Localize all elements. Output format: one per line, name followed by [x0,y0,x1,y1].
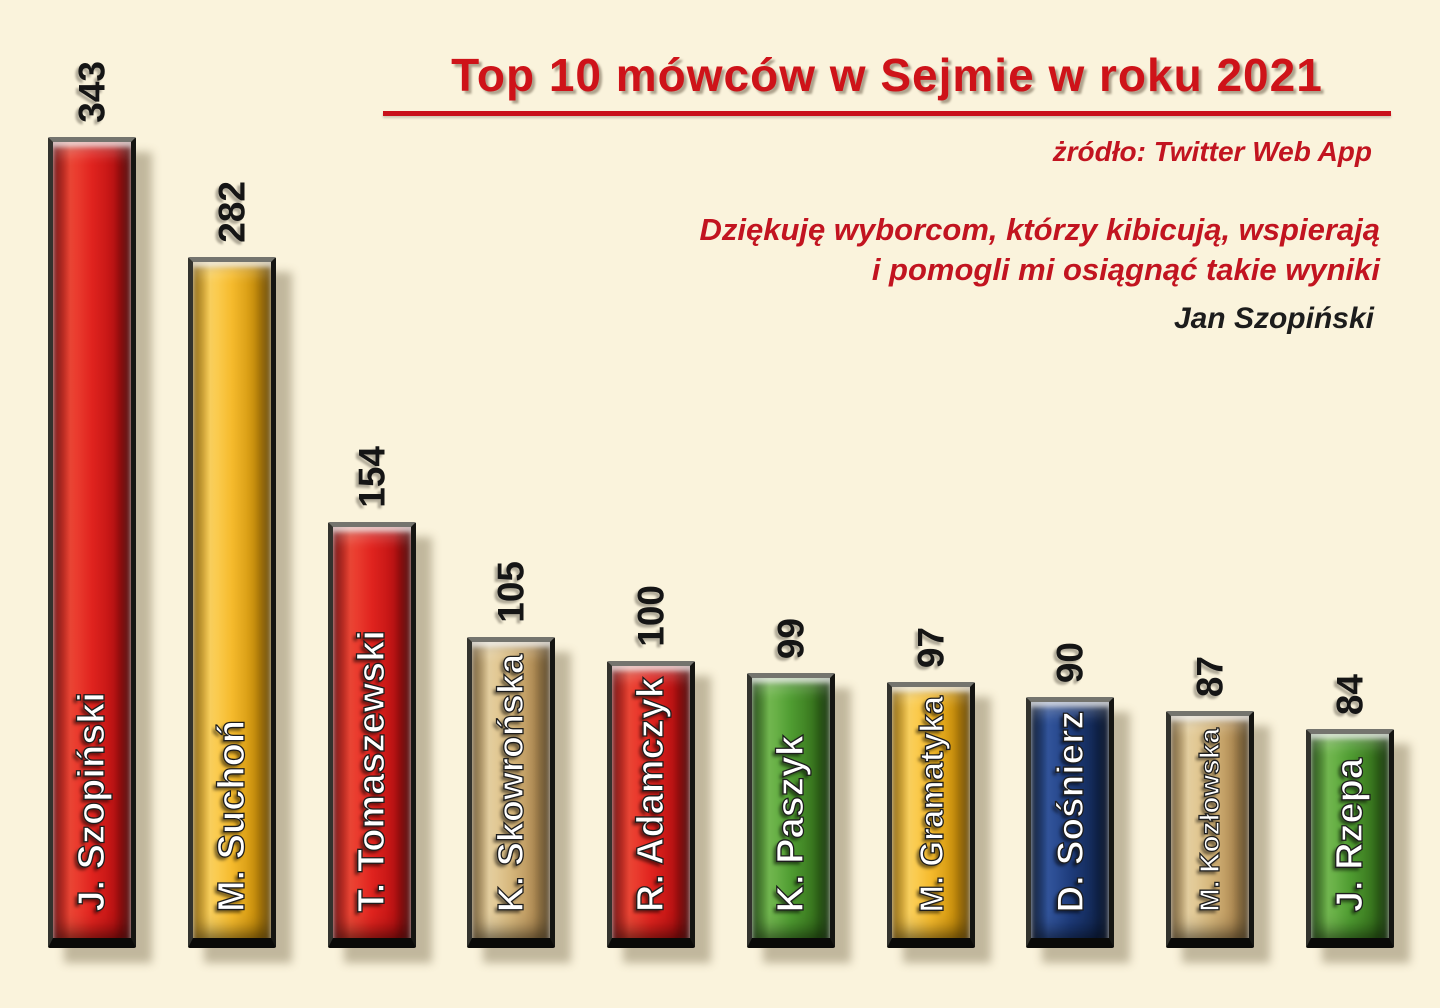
bar-name-label: M. Gramatyka [912,695,950,913]
bar-value-label: 87 [1189,655,1231,697]
bar-rect: M. Suchoń [188,257,276,948]
title-block: Top 10 mówców w Sejmie w roku 2021 [383,48,1391,116]
bar: 282 M. Suchoń [188,181,276,948]
bar-rect: K. Paszyk [747,673,835,948]
quote-line-1: Dziękuję wyborcom, którzy kibicują, wspi… [699,212,1380,247]
bar-value-label: 282 [211,181,253,243]
bar-value-label: 97 [910,626,952,668]
bar-rect: J. Rzepa [1306,729,1394,948]
bar: 154 T. Tomaszewski [328,446,416,948]
bar-rect: D. Sośnierz [1026,697,1114,948]
bar-rect: T. Tomaszewski [328,522,416,948]
bar-rect: K. Skowrońska [467,637,555,948]
bar-name-label: R. Adamczyk [629,676,672,912]
bar-rect: J. Szopiński [48,137,136,948]
quote-text: Dziękuję wyborcom, którzy kibicują, wspi… [699,210,1380,289]
bar: 105 K. Skowrońska [467,561,555,948]
quote-attribution: Jan Szopiński [1173,302,1374,335]
bar-value-label: 343 [71,61,113,123]
bar-rect: R. Adamczyk [607,661,695,948]
bar-name-label: M. Kozłowska [1193,728,1225,913]
bar-value-label: 105 [490,561,532,623]
bar-rect: M. Gramatyka [887,682,975,948]
bar-name-label: D. Sośnierz [1049,710,1091,913]
source-caption: żródło: Twitter Web App [1052,136,1372,167]
bar-value-label: 99 [770,617,812,659]
bar: 343 J. Szopiński [48,61,136,948]
bar-name-label: K. Paszyk [769,734,812,913]
bar-value-label: 84 [1329,673,1371,715]
bar: 90 D. Sośnierz [1026,642,1114,948]
bar-rect: M. Kozłowska [1166,711,1254,948]
bar-value-label: 90 [1049,641,1091,683]
bar: 99 K. Paszyk [747,618,835,948]
bar-name-label: J. Szopiński [70,692,113,913]
quote-line-2: i pomogli mi osiągnąć takie wyniki [871,251,1380,287]
bar-name-label: K. Skowrońska [489,653,531,912]
bar-name-label: T. Tomaszewski [350,629,393,913]
page-title: Top 10 mówców w Sejmie w roku 2021 [451,49,1323,101]
title-underline [383,111,1391,116]
bar: 97 M. Gramatyka [887,627,975,948]
bar: 84 J. Rzepa [1306,674,1394,948]
bar-value-label: 154 [351,446,393,508]
bar: 100 R. Adamczyk [607,585,695,948]
bar-value-label: 100 [630,585,672,647]
bar-name-label: M. Suchoń [210,719,253,912]
bar: 87 M. Kozłowska [1166,656,1254,948]
bar-name-label: J. Rzepa [1328,757,1371,912]
